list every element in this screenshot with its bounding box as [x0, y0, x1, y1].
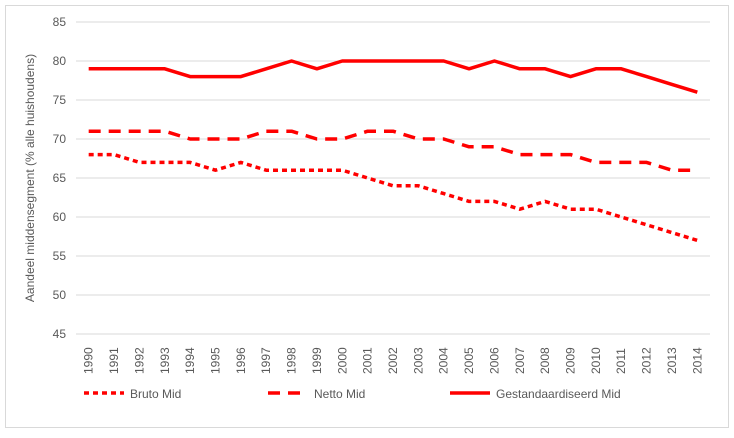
- y-tick-label: 75: [53, 93, 67, 107]
- x-tick-label: 1996: [234, 347, 248, 374]
- series-line-gestandaardiseerd-mid: [88, 59, 698, 94]
- x-tick-label: 2014: [690, 347, 704, 374]
- x-tick-label: 1992: [132, 347, 146, 374]
- x-tick-label: 2002: [386, 347, 400, 374]
- x-tick-label: 2012: [640, 347, 654, 374]
- legend-label: Netto Mid: [314, 387, 365, 401]
- y-tick-label: 85: [53, 15, 67, 29]
- x-tick-label: 1991: [107, 347, 121, 374]
- x-tick-label: 2009: [564, 347, 578, 374]
- x-tick-label: 2013: [665, 347, 679, 374]
- x-tick-label: 2004: [437, 347, 451, 374]
- x-tick-label: 2003: [411, 347, 425, 374]
- y-tick-label: 60: [53, 210, 67, 224]
- legend-label: Bruto Mid: [130, 387, 181, 401]
- x-tick-label: 2008: [538, 347, 552, 374]
- y-tick-label: 45: [53, 327, 67, 341]
- x-tick-label: 2001: [361, 347, 375, 374]
- x-tick-label: 2011: [614, 348, 628, 374]
- x-tick-label: 2010: [589, 347, 603, 374]
- x-tick-label: 1995: [208, 347, 222, 374]
- x-tick-label: 1993: [158, 347, 172, 374]
- x-tick-label: 1998: [285, 347, 299, 374]
- x-tick-label: 2007: [513, 347, 527, 374]
- y-tick-label: 70: [53, 132, 67, 146]
- legend-label: Gestandaardiseerd Mid: [496, 387, 621, 401]
- x-tick-label: 2000: [335, 347, 349, 374]
- y-tick-label: 65: [53, 171, 67, 185]
- x-tick-label: 2005: [462, 347, 476, 374]
- series-line-netto-mid: [88, 129, 698, 172]
- y-tick-label: 80: [53, 54, 67, 68]
- y-axis-label: Aandeel middensegment (% alle huishouden…: [23, 54, 37, 302]
- x-tick-label: 1990: [82, 347, 96, 374]
- x-tick-label: 1999: [310, 347, 324, 374]
- y-tick-label: 55: [53, 249, 67, 263]
- x-tick-label: 1997: [259, 347, 273, 374]
- x-tick-label: 2006: [487, 347, 501, 374]
- x-tick-label: 1994: [183, 347, 197, 374]
- y-tick-label: 50: [53, 288, 67, 302]
- series-line-bruto-mid: [88, 152, 698, 243]
